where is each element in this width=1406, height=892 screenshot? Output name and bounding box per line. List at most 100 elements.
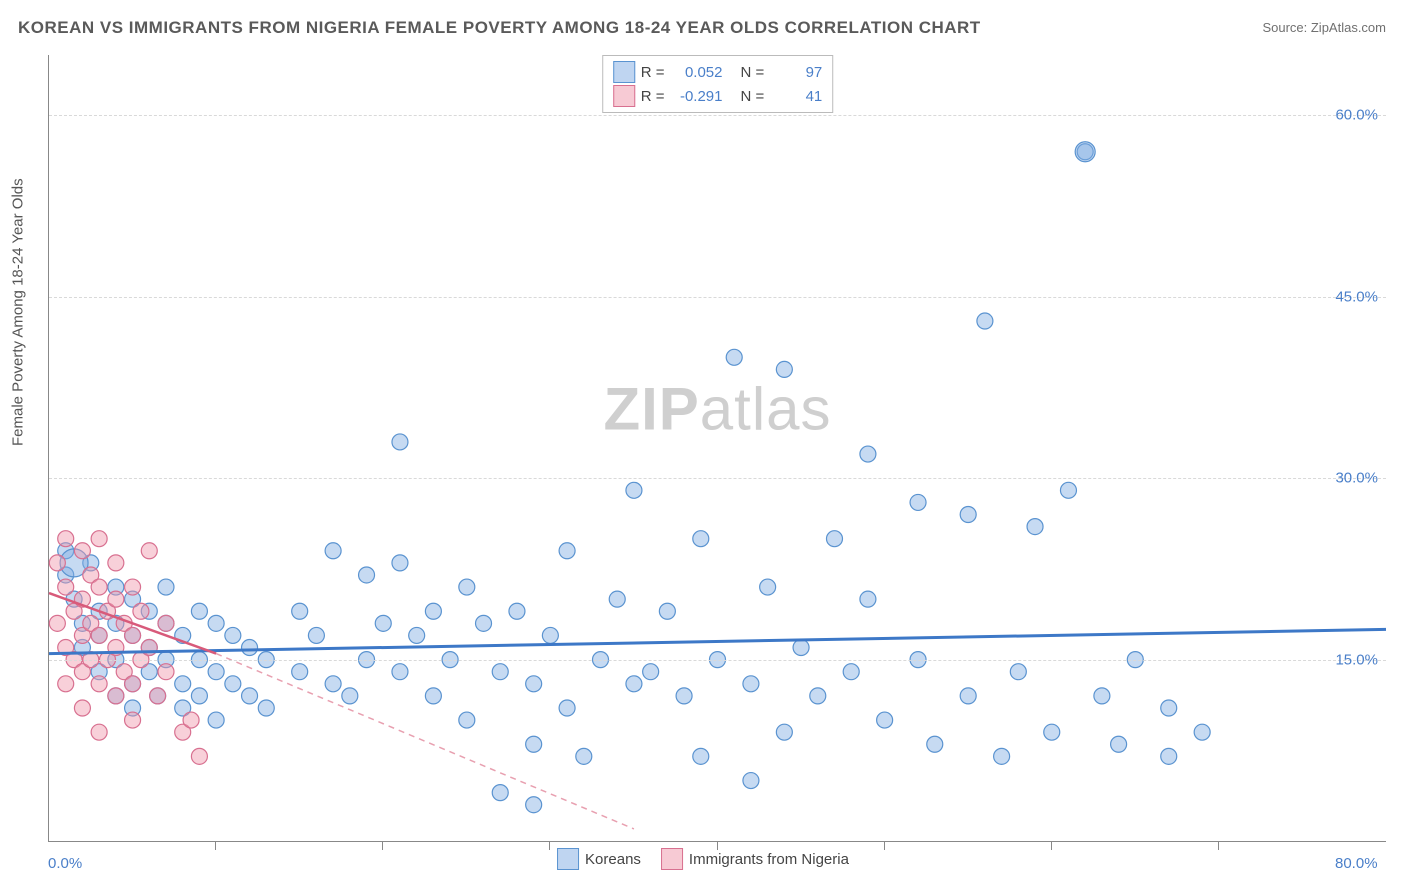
gridline: [49, 297, 1386, 298]
data-point: [125, 579, 141, 595]
trend-line-extrapolated: [216, 654, 634, 829]
data-point: [843, 664, 859, 680]
data-point: [91, 531, 107, 547]
data-point: [476, 615, 492, 631]
data-point: [810, 688, 826, 704]
data-point: [141, 543, 157, 559]
data-point: [576, 748, 592, 764]
data-point: [125, 712, 141, 728]
data-point: [526, 797, 542, 813]
data-point: [693, 531, 709, 547]
data-point: [242, 640, 258, 656]
data-point: [1010, 664, 1026, 680]
data-point: [308, 627, 324, 643]
data-point: [910, 494, 926, 510]
x-tick: [382, 842, 383, 850]
swatch-blue-icon: [557, 848, 579, 870]
data-point: [49, 555, 65, 571]
data-point: [1027, 519, 1043, 535]
data-point: [526, 736, 542, 752]
data-point: [150, 688, 166, 704]
data-point: [977, 313, 993, 329]
data-point: [125, 676, 141, 692]
legend-item-nigeria: Immigrants from Nigeria: [661, 848, 849, 870]
data-point: [208, 615, 224, 631]
data-point: [542, 627, 558, 643]
data-point: [960, 507, 976, 523]
data-point: [776, 724, 792, 740]
data-point: [1094, 688, 1110, 704]
scatter-plot-svg: [49, 55, 1386, 841]
source-link[interactable]: ZipAtlas.com: [1311, 20, 1386, 35]
legend-label-nigeria: Immigrants from Nigeria: [689, 851, 849, 868]
data-point: [74, 700, 90, 716]
data-point: [693, 748, 709, 764]
y-tick-label: 45.0%: [1335, 288, 1378, 305]
x-tick: [717, 842, 718, 850]
data-point: [459, 712, 475, 728]
data-point: [191, 688, 207, 704]
data-point: [158, 664, 174, 680]
chart-title: KOREAN VS IMMIGRANTS FROM NIGERIA FEMALE…: [18, 18, 981, 38]
data-point: [1060, 482, 1076, 498]
gridline: [49, 660, 1386, 661]
data-point: [994, 748, 1010, 764]
x-tick-label: 0.0%: [48, 855, 82, 872]
data-point: [58, 579, 74, 595]
data-point: [826, 531, 842, 547]
data-point: [392, 434, 408, 450]
source-attribution: Source: ZipAtlas.com: [1262, 20, 1386, 35]
data-point: [91, 724, 107, 740]
data-point: [325, 543, 341, 559]
data-point: [191, 603, 207, 619]
data-point: [726, 349, 742, 365]
data-point: [643, 664, 659, 680]
data-point: [292, 664, 308, 680]
data-point: [208, 664, 224, 680]
data-point: [392, 664, 408, 680]
data-point: [793, 640, 809, 656]
data-point: [74, 543, 90, 559]
legend-item-koreans: Koreans: [557, 848, 641, 870]
data-point: [609, 591, 625, 607]
x-tick: [549, 842, 550, 850]
data-point: [492, 664, 508, 680]
y-tick-label: 30.0%: [1335, 470, 1378, 487]
data-point: [743, 676, 759, 692]
data-point: [359, 567, 375, 583]
data-point: [459, 579, 475, 595]
data-point: [58, 676, 74, 692]
data-point: [860, 591, 876, 607]
data-point: [108, 688, 124, 704]
data-point: [158, 579, 174, 595]
data-point: [659, 603, 675, 619]
legend-label-koreans: Koreans: [585, 851, 641, 868]
data-point: [1194, 724, 1210, 740]
x-tick-label: 80.0%: [1335, 855, 1378, 872]
data-point: [409, 627, 425, 643]
chart-container: KOREAN VS IMMIGRANTS FROM NIGERIA FEMALE…: [0, 0, 1406, 892]
data-point: [392, 555, 408, 571]
y-tick-label: 60.0%: [1335, 107, 1378, 124]
data-point: [1161, 700, 1177, 716]
data-point: [91, 676, 107, 692]
data-point: [191, 748, 207, 764]
data-point: [242, 688, 258, 704]
data-point: [292, 603, 308, 619]
data-point: [1075, 142, 1095, 162]
y-tick-label: 15.0%: [1335, 651, 1378, 668]
data-point: [183, 712, 199, 728]
data-point: [258, 700, 274, 716]
data-point: [1044, 724, 1060, 740]
data-point: [133, 603, 149, 619]
swatch-pink-icon: [661, 848, 683, 870]
data-point: [425, 603, 441, 619]
data-point: [175, 676, 191, 692]
data-point: [342, 688, 358, 704]
plot-area: ZIPatlas R = 0.052 N = 97 R = -0.291 N =…: [48, 55, 1386, 842]
data-point: [960, 688, 976, 704]
data-point: [676, 688, 692, 704]
y-axis-title: Female Poverty Among 18-24 Year Olds: [10, 178, 27, 446]
data-point: [626, 482, 642, 498]
data-point: [760, 579, 776, 595]
